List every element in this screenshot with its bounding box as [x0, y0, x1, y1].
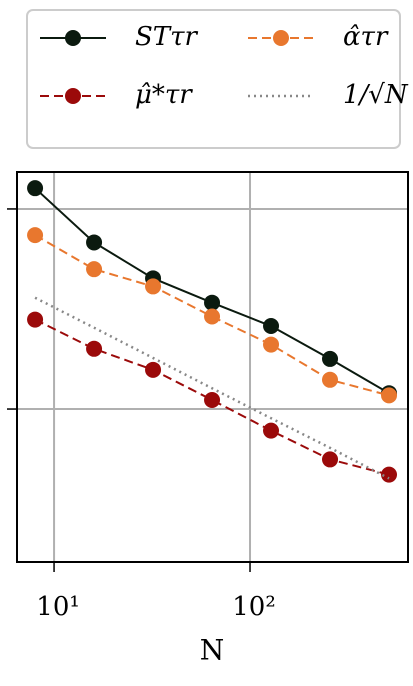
legend-label: 1/√N	[343, 80, 409, 110]
data-point	[27, 180, 44, 197]
data-point	[204, 308, 221, 325]
legend-marker	[273, 30, 289, 46]
legend-marker	[65, 88, 81, 104]
data-point	[263, 422, 280, 439]
data-point	[204, 391, 221, 408]
data-point	[381, 387, 398, 404]
legend-label: μ̂*τr	[135, 80, 193, 110]
legend-label: STτr	[135, 22, 199, 52]
data-point	[381, 466, 398, 483]
series-line	[34, 296, 390, 480]
data-point	[322, 371, 339, 388]
data-point	[263, 336, 280, 353]
data-point	[322, 451, 339, 468]
legend-marker	[65, 30, 81, 46]
legend-box	[26, 9, 401, 149]
data-point	[86, 340, 103, 357]
data-point	[27, 311, 44, 328]
data-point	[86, 261, 103, 278]
data-point	[145, 361, 162, 378]
data-point	[86, 234, 103, 251]
data-point	[27, 227, 44, 244]
x-axis-label: N	[200, 634, 225, 667]
data-point	[145, 278, 162, 295]
x-tick-label: 10¹	[36, 592, 80, 622]
data-point	[322, 350, 339, 367]
legend-label: α̂τr	[343, 22, 389, 52]
x-tick-label: 10²	[232, 592, 276, 622]
data-point	[204, 294, 221, 311]
plot-frame	[16, 171, 409, 563]
data-point	[263, 318, 280, 335]
